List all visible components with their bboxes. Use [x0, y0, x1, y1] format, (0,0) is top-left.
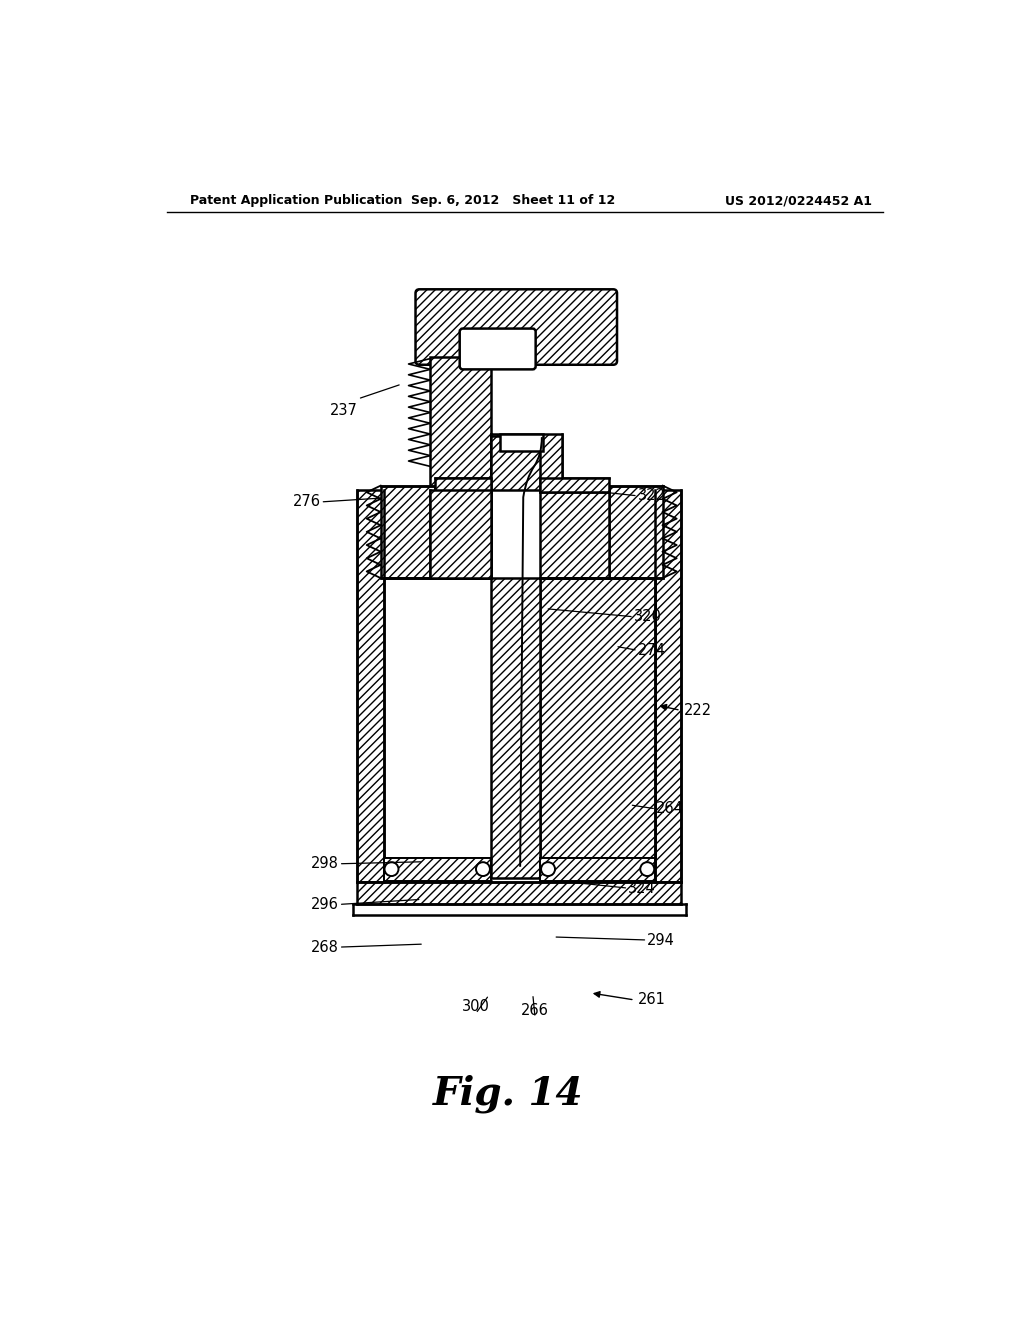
Bar	[430, 490, 490, 578]
Text: Fig. 14: Fig. 14	[432, 1074, 583, 1113]
Bar	[541, 578, 655, 867]
Text: 261: 261	[638, 993, 666, 1007]
Text: 264: 264	[656, 801, 684, 816]
Circle shape	[476, 862, 489, 876]
Bar	[500, 434, 543, 451]
Text: 222: 222	[684, 702, 712, 718]
Bar	[490, 578, 541, 878]
FancyBboxPatch shape	[416, 289, 617, 364]
Bar	[541, 486, 608, 578]
Text: 298: 298	[311, 857, 339, 871]
Text: 266: 266	[521, 1003, 549, 1018]
Text: 294: 294	[647, 932, 675, 948]
Text: 276: 276	[293, 495, 321, 510]
Text: 300: 300	[462, 998, 489, 1014]
Text: Sep. 6, 2012   Sheet 11 of 12: Sep. 6, 2012 Sheet 11 of 12	[411, 194, 615, 207]
Bar	[541, 478, 608, 492]
Bar	[435, 478, 490, 492]
Bar	[357, 882, 681, 904]
Bar	[384, 858, 490, 880]
Bar	[490, 434, 562, 479]
FancyBboxPatch shape	[460, 329, 536, 370]
Text: 324: 324	[629, 880, 656, 896]
Text: 296: 296	[311, 896, 339, 912]
Text: 237: 237	[330, 403, 357, 418]
Text: 268: 268	[311, 940, 339, 954]
Bar	[541, 858, 655, 880]
Bar	[430, 356, 490, 490]
Circle shape	[541, 862, 555, 876]
Bar	[435, 486, 490, 578]
Bar	[655, 490, 681, 882]
Bar	[608, 486, 663, 578]
Text: 322: 322	[638, 488, 666, 503]
Text: US 2012/0224452 A1: US 2012/0224452 A1	[725, 194, 871, 207]
Circle shape	[640, 862, 654, 876]
Bar	[357, 490, 384, 882]
Text: Patent Application Publication: Patent Application Publication	[190, 194, 402, 207]
Text: 320: 320	[634, 610, 662, 624]
Bar	[381, 486, 435, 578]
Bar	[490, 436, 541, 490]
Text: 274: 274	[638, 643, 666, 657]
Circle shape	[385, 862, 398, 876]
